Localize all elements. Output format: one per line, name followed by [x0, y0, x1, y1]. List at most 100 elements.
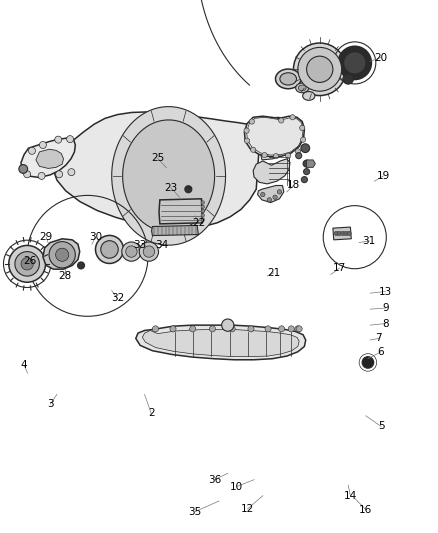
Text: 29: 29 — [39, 232, 53, 242]
Circle shape — [347, 231, 351, 236]
Circle shape — [170, 326, 176, 332]
Circle shape — [267, 198, 272, 202]
Circle shape — [201, 205, 205, 208]
Text: 21: 21 — [267, 268, 280, 278]
Circle shape — [209, 326, 215, 332]
Circle shape — [24, 171, 31, 178]
Polygon shape — [123, 120, 215, 232]
Circle shape — [251, 147, 256, 152]
Circle shape — [344, 52, 366, 74]
Text: 17: 17 — [333, 263, 346, 273]
Circle shape — [201, 218, 205, 221]
Circle shape — [244, 128, 249, 133]
Polygon shape — [36, 149, 64, 168]
Polygon shape — [152, 225, 198, 236]
Circle shape — [15, 252, 39, 276]
Circle shape — [277, 190, 282, 194]
Circle shape — [337, 231, 342, 236]
Circle shape — [126, 246, 137, 257]
Circle shape — [290, 115, 295, 120]
Text: 18: 18 — [287, 181, 300, 190]
Circle shape — [248, 326, 254, 332]
Circle shape — [300, 137, 306, 142]
Text: 32: 32 — [111, 294, 124, 303]
Text: 26: 26 — [23, 256, 36, 266]
Circle shape — [68, 168, 75, 176]
Circle shape — [265, 326, 271, 332]
Circle shape — [341, 231, 345, 236]
Polygon shape — [307, 160, 315, 167]
Polygon shape — [53, 112, 262, 228]
Text: 23: 23 — [164, 183, 177, 192]
Circle shape — [39, 141, 46, 149]
Circle shape — [152, 326, 159, 332]
Circle shape — [55, 136, 62, 143]
Circle shape — [296, 152, 302, 159]
Text: 14: 14 — [344, 491, 357, 500]
Text: 9: 9 — [382, 303, 389, 313]
Circle shape — [273, 195, 277, 199]
Text: 4: 4 — [21, 360, 28, 370]
Text: 5: 5 — [378, 422, 385, 431]
Polygon shape — [21, 138, 75, 177]
Circle shape — [56, 248, 69, 261]
Text: 35: 35 — [188, 507, 201, 516]
Circle shape — [279, 118, 284, 123]
Text: 12: 12 — [241, 504, 254, 514]
Text: 2: 2 — [148, 408, 155, 418]
Text: 20: 20 — [374, 53, 388, 62]
Circle shape — [78, 262, 85, 269]
Polygon shape — [258, 185, 284, 203]
Circle shape — [303, 160, 310, 167]
Circle shape — [122, 242, 141, 261]
Text: 19: 19 — [377, 171, 390, 181]
Circle shape — [286, 153, 291, 158]
Circle shape — [338, 46, 371, 79]
Text: 13: 13 — [379, 287, 392, 296]
Circle shape — [307, 56, 333, 83]
Circle shape — [279, 326, 285, 332]
Circle shape — [222, 319, 234, 332]
Ellipse shape — [296, 83, 309, 93]
Circle shape — [301, 176, 307, 183]
Circle shape — [262, 152, 267, 158]
Circle shape — [56, 171, 63, 178]
Text: 6: 6 — [378, 347, 385, 357]
Circle shape — [249, 119, 254, 124]
Ellipse shape — [280, 72, 297, 85]
Polygon shape — [112, 107, 226, 245]
Circle shape — [229, 326, 235, 332]
Circle shape — [143, 246, 155, 257]
Circle shape — [67, 135, 74, 143]
Polygon shape — [333, 227, 351, 240]
Text: 28: 28 — [58, 271, 71, 280]
Polygon shape — [244, 116, 304, 157]
Circle shape — [300, 125, 305, 131]
Circle shape — [9, 245, 46, 282]
Circle shape — [295, 326, 301, 332]
Circle shape — [19, 165, 28, 173]
Circle shape — [21, 257, 33, 270]
Circle shape — [49, 241, 75, 268]
Text: 31: 31 — [363, 236, 376, 246]
Text: 33: 33 — [134, 240, 147, 250]
Polygon shape — [142, 329, 299, 357]
Circle shape — [344, 231, 348, 236]
Polygon shape — [254, 117, 293, 160]
Ellipse shape — [276, 69, 301, 88]
Circle shape — [261, 192, 265, 197]
Text: 16: 16 — [359, 505, 372, 514]
Circle shape — [293, 43, 346, 95]
Circle shape — [185, 185, 192, 193]
Circle shape — [296, 326, 302, 332]
Circle shape — [101, 241, 118, 258]
Text: 36: 36 — [208, 475, 221, 484]
Circle shape — [28, 147, 35, 155]
Ellipse shape — [303, 92, 315, 100]
Polygon shape — [159, 199, 202, 224]
Text: 22: 22 — [193, 218, 206, 228]
Circle shape — [139, 242, 159, 261]
Ellipse shape — [298, 85, 306, 91]
Text: 7: 7 — [375, 334, 382, 343]
Circle shape — [304, 168, 310, 175]
